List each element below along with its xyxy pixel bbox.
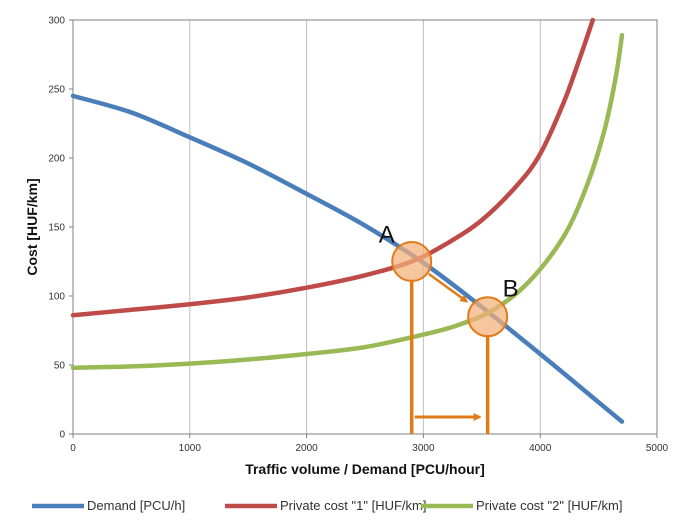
x-tick-labels: 0 1000 2000 3000 4000 5000 <box>70 443 668 454</box>
x-tick-label: 3000 <box>412 443 435 454</box>
private-cost-2-line <box>70 32 625 371</box>
annotations: AB <box>379 222 519 434</box>
x-axis-title: Traffic volume / Demand [PCU/hour] <box>245 461 485 477</box>
demand-line <box>70 93 625 424</box>
y-axis-title: Cost [HUF/km] <box>24 178 40 275</box>
x-tick-label: 4000 <box>529 443 552 454</box>
y-tick-label: 50 <box>54 361 66 372</box>
y-tick-label: 150 <box>48 223 65 234</box>
axes <box>69 19 658 438</box>
x-tick-label: 1000 <box>179 443 202 454</box>
y-tick-label: 200 <box>48 154 65 165</box>
legend-item-private-cost-2: Private cost "2" [HUF/km] <box>421 498 622 513</box>
annotation-label-a: A <box>379 222 395 249</box>
equilibrium-point-b <box>467 296 509 338</box>
plot-border <box>72 19 658 435</box>
y-tick-label: 0 <box>59 430 65 441</box>
equilibrium-shift-arrow <box>427 272 469 303</box>
annotation-label-b: B <box>503 276 519 303</box>
x-tick-label: 0 <box>70 443 76 454</box>
y-tick-label: 100 <box>48 292 65 303</box>
y-tick-label: 300 <box>48 16 65 27</box>
legend-label: Demand [PCU/h] <box>87 498 185 513</box>
legend-item-demand: Demand [PCU/h] <box>32 498 185 513</box>
y-tick-label: 250 <box>48 85 65 96</box>
x-tick-label: 2000 <box>295 443 318 454</box>
legend: Demand [PCU/h] Private cost "1" [HUF/km] P… <box>32 498 622 513</box>
x-tick-label: 5000 <box>646 443 669 454</box>
equilibrium-point-a <box>391 241 433 282</box>
legend-label: Private cost "2" [HUF/km] <box>476 498 622 513</box>
y-tick-labels: 0 50 100 150 200 250 300 <box>48 16 65 441</box>
legend-label: Private cost "1" [HUF/km] <box>280 498 426 513</box>
legend-item-private-cost-1: Private cost "1" [HUF/km] <box>225 498 426 513</box>
